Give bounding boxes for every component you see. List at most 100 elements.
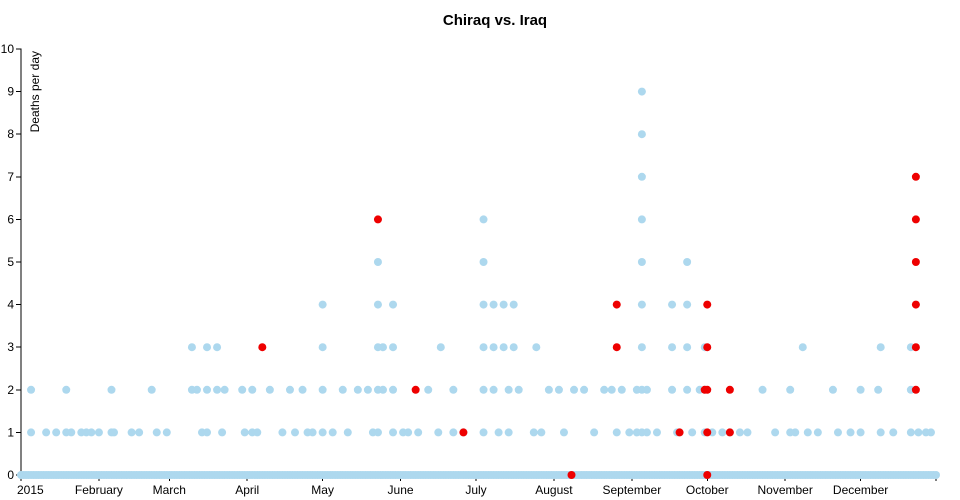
data-point (87, 428, 96, 437)
data-point (240, 428, 249, 437)
data-point (570, 385, 579, 394)
data-point (318, 343, 327, 352)
data-point (703, 343, 712, 352)
data-point (911, 300, 920, 309)
data-point (504, 385, 513, 394)
data-point (688, 428, 697, 437)
data-point (373, 258, 382, 266)
y-tick-label: 5 (7, 255, 14, 269)
x-tick-label: 2015 (17, 483, 44, 497)
data-point (213, 343, 222, 352)
data-point (434, 428, 443, 437)
data-point (127, 428, 136, 437)
data-point (479, 258, 488, 266)
data-point (328, 428, 337, 437)
data-point (404, 428, 413, 437)
data-point (353, 385, 362, 394)
data-point (308, 428, 317, 437)
data-point (703, 300, 712, 309)
data-point (813, 428, 822, 437)
data-point (135, 428, 144, 437)
data-point (318, 428, 327, 437)
data-point (504, 428, 513, 437)
y-tick-label: 10 (1, 42, 15, 56)
data-point (637, 215, 646, 224)
data-point (27, 385, 36, 394)
data-point (786, 385, 795, 394)
data-point (411, 385, 420, 394)
y-tick-label: 7 (7, 170, 14, 184)
data-point (911, 343, 920, 352)
data-point (479, 428, 488, 437)
data-point (607, 385, 616, 394)
x-tick-label: October (686, 483, 729, 497)
data-point (718, 428, 727, 437)
data-point (479, 215, 488, 224)
data-point (911, 385, 920, 394)
data-point (203, 343, 212, 352)
data-point (509, 343, 518, 352)
data-point (771, 428, 780, 437)
x-tick-label: September (602, 483, 661, 497)
data-point (52, 428, 61, 437)
data-point (436, 343, 445, 352)
data-point (278, 428, 287, 437)
data-point (906, 428, 915, 437)
x-tick-label: August (535, 483, 573, 497)
data-point (637, 130, 646, 139)
y-tick-label: 9 (7, 85, 14, 99)
data-point (889, 428, 898, 437)
data-point (424, 385, 433, 394)
data-point (600, 385, 609, 394)
data-point (652, 428, 661, 437)
data-point (833, 428, 842, 437)
data-point (378, 343, 387, 352)
data-point (27, 428, 36, 437)
x-tick-label: November (757, 483, 812, 497)
y-axis: 0 1 2 3 4 5 6 7 8 9 10 (1, 42, 22, 482)
data-point (220, 385, 229, 394)
data-point (911, 258, 920, 266)
data-point (700, 385, 709, 394)
data-point (489, 343, 498, 352)
y-tick-label: 8 (7, 127, 14, 141)
data-point (735, 428, 744, 437)
data-point (389, 428, 398, 437)
data-point (203, 428, 212, 437)
data-point (544, 385, 553, 394)
data-point (318, 300, 327, 309)
data-point (668, 343, 677, 352)
data-point (389, 343, 398, 352)
data-point (580, 385, 589, 394)
data-point (846, 428, 855, 437)
data-point (683, 300, 692, 309)
data-point (213, 385, 222, 394)
data-point (147, 385, 156, 394)
data-point (637, 300, 646, 309)
data-point (926, 428, 935, 437)
data-point (152, 428, 161, 437)
data-point (554, 385, 563, 394)
y-tick-label: 2 (7, 383, 14, 397)
x-tick-label: December (833, 483, 888, 497)
data-point (803, 428, 812, 437)
data-point (338, 385, 347, 394)
data-point (265, 385, 274, 394)
data-point (856, 385, 865, 394)
data-point (42, 428, 51, 437)
data-point (343, 428, 352, 437)
data-point (874, 385, 883, 394)
data-point (499, 300, 508, 309)
data-point (529, 428, 538, 437)
data-point (389, 300, 398, 309)
data-point (642, 385, 651, 394)
data-point (378, 385, 387, 394)
data-point (479, 385, 488, 394)
data-points (17, 87, 940, 479)
data-point (725, 428, 734, 437)
data-point (479, 343, 488, 352)
data-point (567, 471, 576, 479)
data-point (637, 258, 646, 266)
data-point (683, 385, 692, 394)
